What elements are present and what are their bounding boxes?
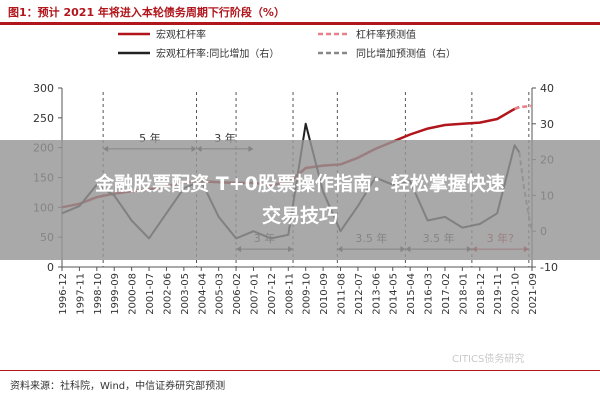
x-tick-label: 2007-01 [249, 273, 260, 315]
x-tick-label: 1997-11 [75, 273, 86, 315]
legend-label: 宏观杠杆率 [156, 28, 206, 41]
x-tick-label: 2001-07 [145, 273, 156, 315]
x-tick-label: 1998-10 [93, 273, 104, 315]
legend-label: 宏观杠杆率:同比增加（右） [156, 47, 279, 60]
source-note: 资料来源：社科院，Wind，中信证券研究部预测 [10, 381, 226, 392]
x-tick-label: 2016-03 [424, 273, 435, 315]
legend-label: 杠杆率预测值 [356, 28, 416, 41]
x-tick-label: 2009-10 [302, 273, 313, 315]
y-left-tick-label: 300 [33, 82, 54, 95]
x-tick-label: 2007-12 [267, 273, 278, 315]
x-tick-label: 2021-09 [528, 273, 539, 315]
x-tick-label: 2008-11 [284, 273, 295, 315]
x-tick-label: 2013-06 [371, 273, 382, 315]
watermark: CITICS债务研究 [452, 354, 525, 365]
x-tick-label: 2014-05 [389, 273, 400, 315]
x-tick-label: 2017-02 [441, 273, 452, 315]
figure-title: 图1：预计 2021 年将进入本轮债务周期下行阶段（%） [8, 6, 285, 19]
x-tick-label: 2006-02 [232, 273, 243, 315]
x-tick-label: 2012-07 [354, 273, 365, 315]
x-tick-label: 2003-05 [180, 273, 191, 315]
x-tick-label: 2000-08 [128, 273, 139, 315]
ad-overlay-line-1: 金融股票配资 T+0股票操作指南：轻松掌握快速 [95, 173, 505, 195]
x-tick-label: 2010-09 [319, 273, 330, 315]
y-left-tick-label: 250 [33, 112, 54, 125]
y-right-tick-label: -10 [540, 261, 558, 274]
source-rule [0, 370, 600, 371]
x-tick-label: 2020-10 [511, 273, 522, 315]
x-tick-label: 2015-04 [406, 273, 417, 315]
ad-overlay-line-2: 交易技巧 [261, 205, 338, 227]
x-tick-label: 2019-11 [493, 273, 504, 315]
legend-label: 同比增加预测值（右） [356, 47, 456, 60]
x-tick-label: 2005-03 [215, 273, 226, 315]
x-tick-label: 2018-01 [458, 273, 469, 315]
x-tick-label: 1996-12 [58, 273, 69, 315]
y-right-tick-label: 40 [540, 82, 554, 95]
ad-overlay-text: 金融股票配资 T+0股票操作指南：轻松掌握快速 交易技巧 [20, 168, 580, 232]
x-tick-label: 2018-12 [476, 273, 487, 315]
ad-overlay-banner [0, 140, 600, 260]
x-tick-label: 1999-09 [110, 273, 121, 315]
title-rule [0, 22, 600, 25]
y-right-tick-label: 30 [540, 118, 554, 131]
x-tick-label: 2011-08 [337, 273, 348, 315]
y-left-tick-label: 0 [47, 261, 54, 274]
x-tick-label: 2002-06 [162, 273, 173, 315]
x-tick-label: 2004-04 [197, 273, 208, 315]
series-line-2 [514, 104, 533, 111]
